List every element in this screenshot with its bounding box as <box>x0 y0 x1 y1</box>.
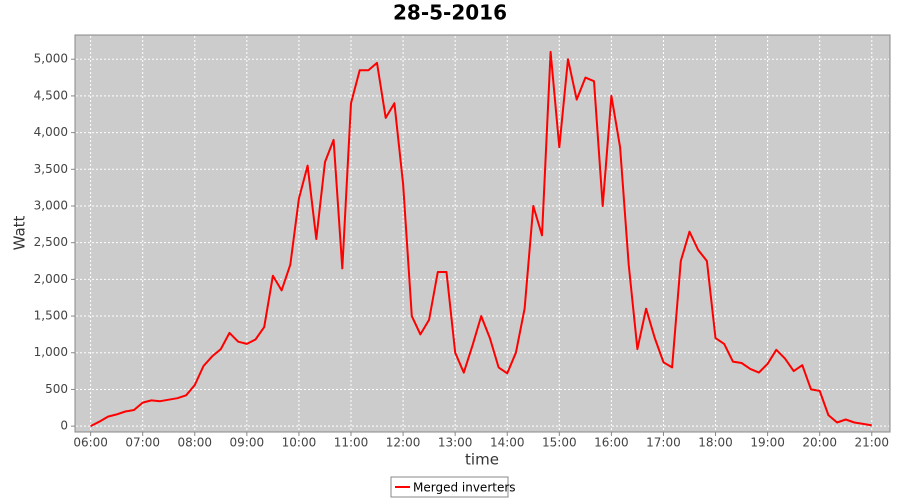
x-tick-label: 17:00 <box>646 436 681 450</box>
chart-title: 28-5-2016 <box>393 1 507 25</box>
data-line <box>90 50 872 427</box>
x-tick-label: 10:00 <box>282 436 317 450</box>
plot-area <box>74 34 891 433</box>
y-tick-label: 4,000 <box>34 125 68 139</box>
x-tick-label: 18:00 <box>698 436 733 450</box>
x-tick-label: 21:00 <box>854 436 889 450</box>
x-tick-label: 15:00 <box>542 436 577 450</box>
y-tick-label: 2,000 <box>34 272 68 286</box>
y-tick-label: 2,500 <box>34 235 68 249</box>
x-tick-label: 12:00 <box>386 436 421 450</box>
x-tick-label: 16:00 <box>594 436 629 450</box>
y-tick-label: 500 <box>45 382 68 396</box>
y-tick-label: 4,500 <box>34 88 68 102</box>
x-tick-label: 13:00 <box>438 436 473 450</box>
legend <box>390 476 509 498</box>
x-tick-label: 09:00 <box>230 436 265 450</box>
y-tick-label: 0 <box>60 419 68 433</box>
y-tick-label: 3,500 <box>34 162 68 176</box>
legend-label: Merged inverters <box>413 481 516 495</box>
y-tick-label: 3,000 <box>34 198 68 212</box>
y-axis-label: Watt <box>11 215 29 250</box>
y-tick-label: 1,500 <box>34 309 68 323</box>
x-tick-label: 07:00 <box>125 436 160 450</box>
y-tick-label: 1,000 <box>34 345 68 359</box>
x-tick-label: 14:00 <box>490 436 525 450</box>
x-tick-label: 08:00 <box>177 436 212 450</box>
x-tick-label: 19:00 <box>750 436 785 450</box>
x-tick-label: 20:00 <box>802 436 837 450</box>
x-tick-label: 11:00 <box>334 436 369 450</box>
x-tick-label: 06:00 <box>73 436 108 450</box>
y-tick-label: 5,000 <box>34 52 68 66</box>
x-axis-label: time <box>465 451 499 469</box>
